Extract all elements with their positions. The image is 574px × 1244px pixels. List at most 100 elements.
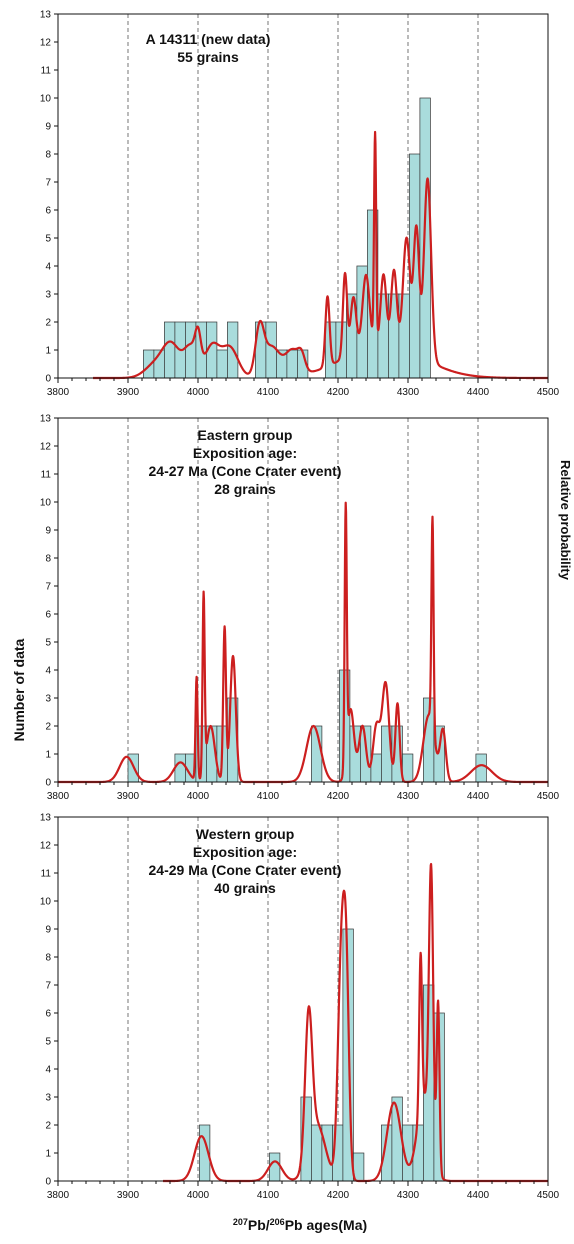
- histogram-bar: [475, 753, 487, 783]
- y-tick-label: 5: [45, 1037, 51, 1048]
- y-tick-label: 10: [40, 94, 52, 105]
- panel-annotation-line: Eastern group: [198, 427, 293, 443]
- plot-background: [58, 14, 548, 378]
- y-tick-label: 2: [45, 318, 51, 329]
- y-tick-label: 13: [40, 10, 52, 21]
- y-tick-label: 13: [40, 414, 52, 425]
- x-axis-title-tail: Pb ages(Ma): [285, 1217, 367, 1233]
- y-tick-label: 9: [45, 122, 51, 133]
- y-tick-label: 11: [41, 869, 52, 880]
- y-axis-title-left: Number of data: [11, 638, 27, 741]
- x-tick-label: 3900: [117, 1190, 140, 1201]
- x-axis-title-sup-206: 206: [270, 1217, 285, 1227]
- y-tick-label: 4: [45, 1065, 51, 1076]
- panel-annotation-line: 24-27 Ma (Cone Crater event): [149, 463, 342, 479]
- y-tick-label: 2: [45, 1121, 51, 1132]
- x-tick-label: 4200: [327, 387, 350, 398]
- y-tick-label: 7: [45, 582, 51, 593]
- panel-annotation-line: 24-29 Ma (Cone Crater event): [149, 862, 342, 878]
- y-tick-label: 11: [41, 66, 52, 77]
- panel-annotation-line: Exposition age:: [193, 844, 297, 860]
- y-tick-label: 0: [45, 778, 51, 789]
- x-tick-label: 4000: [187, 791, 210, 802]
- x-tick-label: 4000: [187, 387, 210, 398]
- x-tick-label: 3800: [47, 1190, 70, 1201]
- x-tick-label: 4300: [397, 387, 420, 398]
- histogram-bar: [185, 321, 197, 379]
- x-tick-label: 4300: [397, 791, 420, 802]
- x-tick-label: 3900: [117, 791, 140, 802]
- panel-annotation-line: 40 grains: [214, 880, 276, 896]
- probability-curve: [92, 130, 549, 380]
- plot-frame: [57, 816, 549, 1182]
- x-tick-label: 4000: [187, 1190, 210, 1201]
- x-tick-label: 4100: [257, 791, 280, 802]
- panel-annotation-line: A 14311 (new data): [146, 31, 271, 47]
- y-tick-label: 9: [45, 526, 51, 537]
- x-tick-label: 3900: [117, 387, 140, 398]
- y-tick-label: 12: [40, 38, 52, 49]
- y-tick-label: 6: [45, 1009, 51, 1020]
- y-tick-label: 8: [45, 150, 51, 161]
- y-tick-label: 6: [45, 610, 51, 621]
- y-tick-label: 0: [45, 374, 51, 385]
- x-tick-label: 4200: [327, 1190, 350, 1201]
- plot-frame: [57, 13, 549, 379]
- y-axis-title-right: Relative probability: [558, 460, 573, 581]
- x-axis-title: 207Pb/206Pb ages(Ma): [233, 1217, 367, 1233]
- y-tick-label: 8: [45, 953, 51, 964]
- y-tick-label: 7: [45, 178, 51, 189]
- panel-annotation-line: Western group: [196, 826, 295, 842]
- histogram-bar: [164, 321, 176, 379]
- histogram-bar: [195, 321, 207, 379]
- x-tick-label: 4400: [467, 1190, 490, 1201]
- x-tick-label: 4400: [467, 791, 490, 802]
- histogram-bar: [356, 265, 368, 379]
- x-tick-label: 4200: [327, 791, 350, 802]
- y-tick-label: 11: [41, 470, 52, 481]
- x-tick-label: 4500: [537, 791, 560, 802]
- plot-frame: [57, 417, 549, 783]
- plot-background: [58, 418, 548, 782]
- histogram-bar: [286, 349, 298, 379]
- y-tick-label: 1: [45, 1149, 51, 1160]
- y-tick-label: 13: [40, 813, 52, 824]
- y-tick-label: 3: [45, 694, 51, 705]
- panel-annotation-line: Exposition age:: [193, 445, 297, 461]
- probability-curve: [57, 501, 549, 784]
- y-tick-label: 7: [45, 981, 51, 992]
- x-tick-label: 4300: [397, 1190, 420, 1201]
- y-tick-label: 8: [45, 554, 51, 565]
- x-tick-label: 4100: [257, 387, 280, 398]
- x-tick-label: 4500: [537, 387, 560, 398]
- y-tick-label: 4: [45, 666, 51, 677]
- histogram-bar: [174, 753, 186, 783]
- y-tick-label: 12: [40, 442, 52, 453]
- x-tick-label: 3800: [47, 791, 70, 802]
- y-tick-label: 0: [45, 1177, 51, 1188]
- y-tick-label: 1: [45, 750, 51, 761]
- y-tick-label: 5: [45, 638, 51, 649]
- y-tick-label: 1: [45, 346, 51, 357]
- x-tick-label: 4100: [257, 1190, 280, 1201]
- y-tick-label: 5: [45, 234, 51, 245]
- histogram-bar: [269, 1152, 281, 1182]
- y-tick-label: 12: [40, 841, 52, 852]
- y-tick-label: 10: [40, 897, 52, 908]
- y-tick-label: 3: [45, 1093, 51, 1104]
- x-tick-label: 4400: [467, 387, 490, 398]
- y-tick-label: 2: [45, 722, 51, 733]
- panel-annotation-line: 55 grains: [177, 49, 239, 65]
- histogram-bar: [216, 349, 228, 379]
- y-tick-label: 9: [45, 925, 51, 936]
- y-tick-label: 3: [45, 290, 51, 301]
- x-tick-label: 4500: [537, 1190, 560, 1201]
- histogram-bar: [402, 753, 414, 783]
- panel-annotation-line: 28 grains: [214, 481, 276, 497]
- y-tick-label: 10: [40, 498, 52, 509]
- histogram-bar: [265, 321, 277, 379]
